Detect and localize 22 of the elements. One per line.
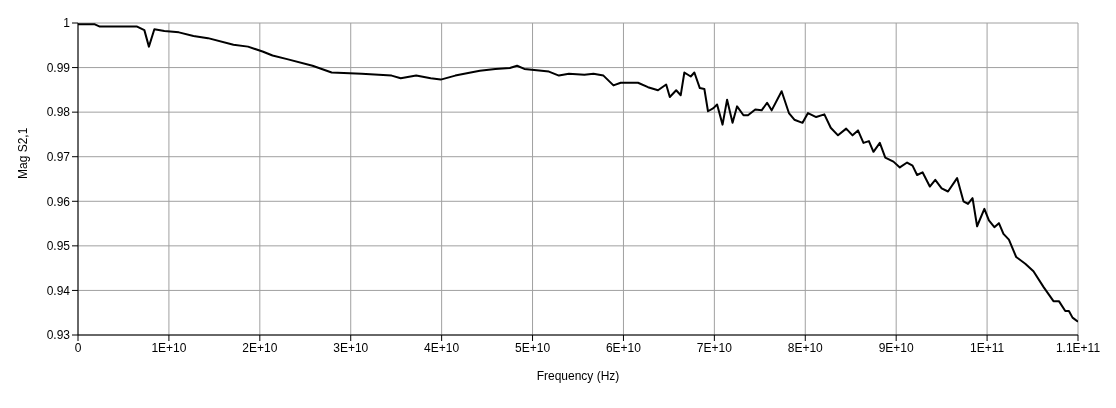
x-tick-label: 9E+10 (878, 340, 915, 355)
x-tick-label: 7E+10 (696, 340, 733, 355)
x-tick-label: 3E+10 (333, 340, 369, 355)
x-tick-label: 2E+10 (242, 340, 278, 355)
x-tick-label: 1E+10 (151, 340, 187, 355)
y-axis-title: Mag S2,1 (16, 127, 31, 179)
y-tick-label: 0.96 (46, 194, 71, 209)
x-tick-label: 4E+10 (424, 340, 460, 355)
y-tick-label: 0.94 (46, 283, 71, 298)
x-tick-label: 8E+10 (787, 340, 824, 355)
x-tick-label: 6E+10 (605, 340, 642, 355)
x-tick-label: 0 (74, 340, 82, 355)
y-tick-label: 0.93 (46, 328, 71, 343)
x-tick-label: 5E+10 (515, 340, 551, 355)
x-axis-title: Frequency (Hz) (536, 369, 620, 383)
y-tick-label: 0.97 (46, 149, 71, 164)
x-tick-label: 1.1E+11 (1055, 340, 1101, 355)
y-tick-label: 0.98 (46, 105, 71, 120)
y-tick-label: 0.99 (46, 60, 71, 75)
y-tick-label: 0.95 (46, 239, 71, 254)
y-tick-label: 1 (63, 16, 71, 31)
x-tick-label: 1E+11 (970, 340, 1005, 355)
